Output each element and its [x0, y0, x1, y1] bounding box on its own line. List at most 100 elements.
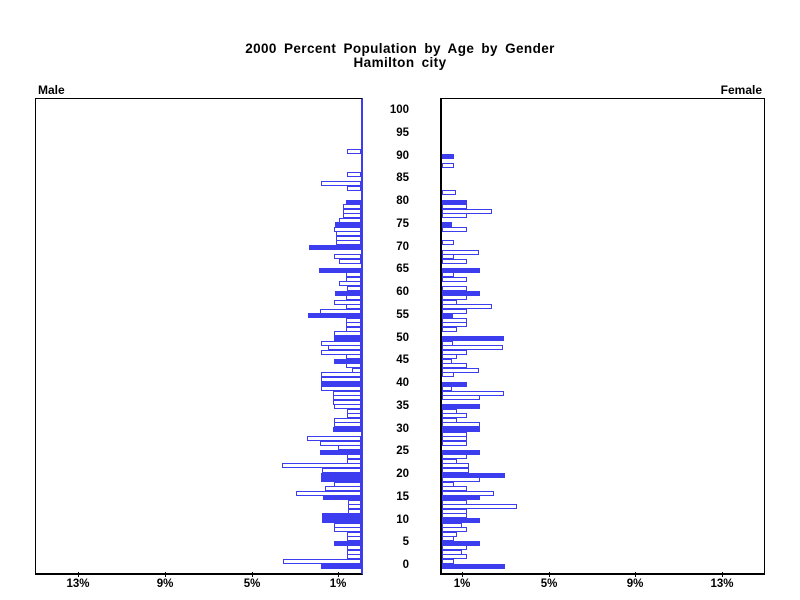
bar-female-age-80 [442, 200, 467, 205]
bar-female-age-82 [442, 190, 456, 195]
female-pct-tick-label-5: 5% [540, 578, 558, 590]
bar-female-age-74 [442, 227, 467, 232]
bar-female-age-4 [442, 545, 467, 550]
age-tick-label-100: 100 [389, 104, 409, 116]
age-tick-label-0: 0 [402, 559, 409, 571]
bar-male-age-1 [283, 559, 361, 564]
age-tick-label-5: 5 [402, 536, 409, 548]
bar-male-age-13 [348, 504, 361, 509]
bar-male-age-37 [333, 395, 361, 400]
bar-male-age-64 [346, 272, 361, 277]
male-pct-tick-9 [165, 572, 166, 577]
bar-male-age-47 [321, 350, 361, 355]
chart-title: 2000 Percent Population by Age by Gender [245, 41, 555, 56]
male-pct-tick-label-9: 9% [156, 578, 174, 590]
bar-male-age-73 [336, 231, 361, 236]
bar-female-age-1 [442, 559, 454, 564]
bar-male-age-28 [307, 436, 361, 441]
age-tick-label-65: 65 [396, 263, 409, 275]
bar-female-age-31 [442, 422, 480, 427]
bar-female-age-21 [442, 468, 469, 473]
bar-male-age-86 [347, 172, 361, 177]
bar-male-age-70 [309, 245, 361, 250]
bar-female-age-33 [442, 413, 467, 418]
bar-female-age-10 [442, 518, 480, 523]
bar-female-age-46 [442, 354, 457, 359]
bar-male-age-67 [339, 259, 361, 264]
bar-female-age-69 [442, 250, 479, 255]
bar-male-age-50 [334, 336, 361, 341]
age-tick-label-95: 95 [396, 127, 409, 139]
age-tick-label-45: 45 [396, 354, 409, 366]
bar-male-age-48 [328, 345, 361, 350]
age-tick-label-85: 85 [396, 172, 409, 184]
bar-male-age-55 [308, 313, 361, 318]
age-tick-label-40: 40 [396, 377, 409, 389]
bar-male-age-20 [321, 473, 361, 478]
bar-female-age-68 [442, 254, 454, 259]
bar-female-age-88 [442, 163, 454, 168]
bar-male-age-53 [346, 322, 361, 327]
male-pct-tick-label-5: 5% [243, 578, 261, 590]
bar-male-age-40 [321, 382, 361, 387]
bar-female-age-55 [442, 313, 453, 318]
bar-male-age-25 [320, 450, 361, 455]
bar-male-age-11 [322, 513, 361, 518]
bar-female-age-63 [442, 277, 467, 282]
male-bars-panel [35, 98, 363, 575]
bar-female-age-24 [442, 454, 467, 459]
bar-male-age-60 [335, 291, 361, 296]
bar-female-age-25 [442, 450, 480, 455]
bar-female-age-61 [442, 286, 467, 291]
age-tick-label-30: 30 [396, 423, 409, 435]
bar-male-age-79 [343, 204, 361, 209]
bar-female-age-19 [442, 477, 480, 482]
female-pct-tick-1 [462, 572, 463, 577]
female-pct-tick-label-13: 13% [710, 578, 734, 590]
bar-male-age-22 [282, 463, 361, 468]
age-tick-label-80: 80 [396, 195, 409, 207]
age-tick-label-60: 60 [396, 286, 409, 298]
bar-female-age-78 [442, 209, 492, 214]
bar-male-age-6 [347, 536, 361, 541]
age-tick-label-35: 35 [396, 400, 409, 412]
bar-female-age-50 [442, 336, 504, 341]
bar-male-age-24 [347, 454, 361, 459]
bar-female-age-79 [442, 204, 467, 209]
bar-female-age-75 [442, 222, 452, 227]
bar-female-age-60 [442, 291, 480, 296]
bar-female-age-48 [442, 345, 503, 350]
bar-female-age-90 [442, 154, 454, 159]
bar-female-age-37 [442, 395, 480, 400]
age-tick-label-20: 20 [396, 468, 409, 480]
bar-female-age-64 [442, 272, 454, 277]
bar-female-age-42 [442, 372, 454, 377]
female-pct-tick-13 [722, 572, 723, 577]
bar-female-age-0 [442, 564, 505, 569]
bar-female-age-15 [442, 495, 480, 500]
male-pct-tick-5 [252, 572, 253, 577]
female-pct-tick-label-9: 9% [626, 578, 644, 590]
bar-female-age-5 [442, 541, 480, 546]
bar-male-age-83 [347, 186, 361, 191]
bar-male-age-61 [347, 286, 361, 291]
bar-male-age-39 [321, 386, 361, 391]
female-pct-tick-5 [549, 572, 550, 577]
bar-female-age-77 [442, 213, 467, 218]
bar-female-age-27 [442, 441, 467, 446]
bar-male-age-30 [333, 427, 361, 432]
bar-female-age-17 [442, 486, 467, 491]
female-panel-label: Female [720, 83, 762, 97]
age-tick-label-25: 25 [396, 445, 409, 457]
male-pct-tick-13 [78, 572, 79, 577]
male-pct-tick-1 [338, 572, 339, 577]
bar-female-age-20 [442, 473, 505, 478]
bar-female-age-40 [442, 382, 467, 387]
bar-male-age-41 [321, 377, 361, 382]
bar-male-age-15 [323, 495, 361, 500]
bar-male-age-84 [321, 181, 361, 186]
bar-male-age-33 [347, 413, 361, 418]
bar-female-age-67 [442, 259, 467, 264]
bar-female-age-35 [442, 404, 480, 409]
